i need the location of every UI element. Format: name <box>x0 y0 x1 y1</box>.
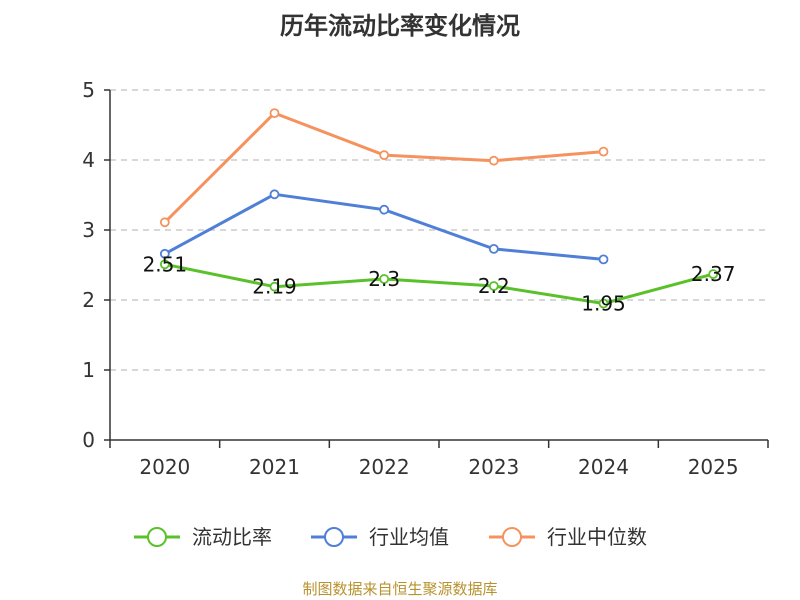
x-tick-label: 2024 <box>578 455 629 479</box>
data-point <box>598 146 609 157</box>
data-point <box>379 150 390 161</box>
y-tick-label: 4 <box>82 148 95 172</box>
source-note: 制图数据来自恒生聚源数据库 <box>302 580 498 598</box>
data-point <box>379 204 390 215</box>
data-point <box>159 248 170 259</box>
series-line <box>164 192 604 261</box>
chart-title: 历年流动比率变化情况 <box>280 12 520 40</box>
y-tick-label: 1 <box>82 358 95 382</box>
x-tick-label: 2023 <box>468 455 519 479</box>
x-tick-label: 2021 <box>249 455 300 479</box>
data-label: 2.37 <box>691 262 736 286</box>
data-point <box>159 259 170 270</box>
data-point <box>598 298 609 309</box>
x-tick-label: 2025 <box>688 455 739 479</box>
data-point <box>488 243 499 254</box>
data-label: 2.2 <box>478 274 510 298</box>
data-point <box>269 108 280 118</box>
y-tick-label: 3 <box>82 218 95 242</box>
data-point <box>598 254 609 265</box>
data-point <box>488 155 499 166</box>
data-point <box>269 189 280 200</box>
legend-label: 行业中位数 <box>547 525 647 549</box>
data-label: 2.51 <box>143 252 188 276</box>
data-label: 2.19 <box>252 275 297 299</box>
data-label: 1.95 <box>581 292 626 316</box>
data-point <box>159 217 170 228</box>
legend-swatch-marker <box>324 527 344 547</box>
series-lines <box>159 108 719 309</box>
data-label: 2.3 <box>368 267 400 291</box>
data-point <box>708 269 719 280</box>
series-line <box>164 262 714 305</box>
legend-swatch-marker <box>147 527 167 547</box>
data-labels: 2.51 2.19 2.3 2.2 1.95 2.37 <box>143 252 736 315</box>
x-tick-label: 2020 <box>139 455 190 479</box>
x-tick-label: 2022 <box>359 455 410 479</box>
legend-label: 流动比率 <box>192 525 272 549</box>
axes: 0 1 2 3 4 5 2020 2021 2022 2023 2024 2025 <box>82 78 769 479</box>
legend: 流动比率 行业均值 行业中位数 <box>134 525 647 549</box>
y-tick-label: 5 <box>82 78 95 102</box>
legend-label: 行业均值 <box>369 525 449 549</box>
y-tick-label: 0 <box>82 428 95 452</box>
data-point <box>488 281 499 291</box>
y-tick-label: 2 <box>82 288 95 312</box>
legend-swatch-marker <box>502 527 522 547</box>
data-point <box>379 274 390 284</box>
data-point <box>269 281 280 292</box>
